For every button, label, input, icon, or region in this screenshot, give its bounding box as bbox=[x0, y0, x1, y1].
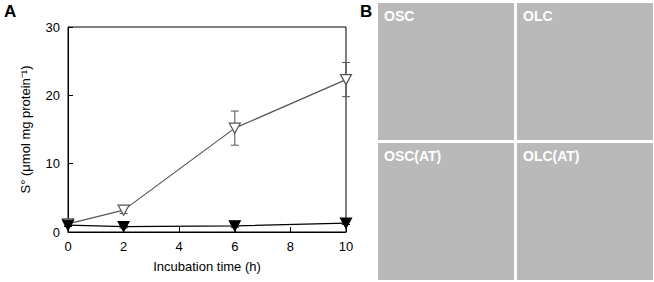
svg-text:0: 0 bbox=[53, 225, 60, 240]
svg-text:4: 4 bbox=[176, 239, 183, 254]
svg-text:20: 20 bbox=[46, 88, 60, 103]
svg-text:6: 6 bbox=[231, 239, 238, 254]
svg-text:10: 10 bbox=[339, 239, 353, 254]
html-text:OLC: OLC bbox=[523, 8, 553, 24]
html-text:OSC: OSC bbox=[384, 8, 415, 24]
svg-text:10: 10 bbox=[46, 156, 60, 171]
html-text:B: B bbox=[360, 2, 373, 21]
html-text:A: A bbox=[4, 2, 17, 21]
svg-text:0: 0 bbox=[64, 239, 71, 254]
svg-text:Incubation time (h): Incubation time (h) bbox=[153, 259, 261, 274]
svg-text:S° (μmol mg protein⁻¹): S° (μmol mg protein⁻¹) bbox=[18, 66, 33, 194]
svg-text:2: 2 bbox=[120, 239, 127, 254]
html-text:OLC(AT): OLC(AT) bbox=[523, 148, 580, 164]
html-text:OSC(AT): OSC(AT) bbox=[384, 148, 442, 164]
svg-text:8: 8 bbox=[287, 239, 294, 254]
svg-text:30: 30 bbox=[46, 20, 60, 35]
